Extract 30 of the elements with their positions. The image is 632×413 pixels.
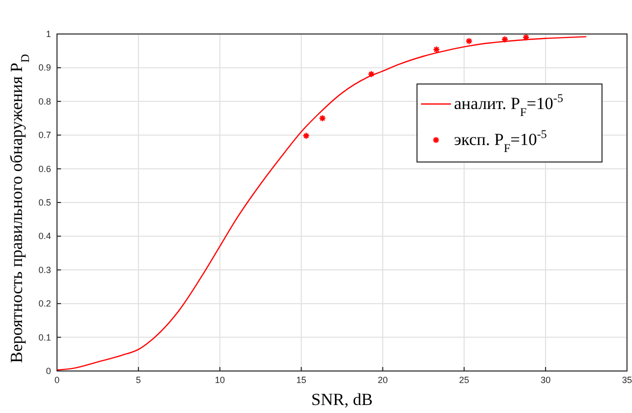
x-tick-label: 10	[214, 375, 225, 385]
y-tick-label: 0	[46, 366, 51, 376]
y-tick-label: 1	[46, 29, 51, 39]
point	[432, 46, 440, 54]
legend-label: аналит. P$_{F}$=10$^{-5}$	[454, 91, 564, 119]
x-tick-label: 25	[459, 375, 470, 385]
x-tick-label: 0	[54, 375, 60, 385]
y-tick-label: 0.3	[38, 264, 51, 275]
x-tick-label: 35	[622, 375, 632, 385]
x-tick-label: 5	[136, 375, 141, 385]
y-tick-label: 0.9	[38, 62, 51, 73]
point	[501, 36, 509, 44]
y-tick-label: 0.5	[38, 198, 51, 208]
x-tick-label: 20	[378, 375, 388, 385]
point	[465, 37, 473, 45]
point	[522, 34, 530, 42]
point	[302, 132, 310, 140]
y-tick-label: 0.7	[38, 130, 51, 140]
legend-label: эксп. P$_{F}$=10$^{-5}$	[454, 127, 547, 155]
x-axis-title: SNR, dB	[311, 390, 373, 409]
y-tick-label: 0.6	[38, 164, 51, 174]
line-series	[56, 36, 587, 371]
y-tick-label: 0.8	[38, 96, 51, 106]
x-tick-label: 15	[296, 375, 306, 385]
x-tick-label: 30	[540, 375, 551, 385]
y-tick-label: 0.1	[38, 332, 51, 342]
point	[318, 114, 326, 122]
y-tick-label: 0.2	[38, 298, 51, 309]
y-tick-label: 0.4	[38, 231, 51, 242]
point	[368, 70, 375, 78]
